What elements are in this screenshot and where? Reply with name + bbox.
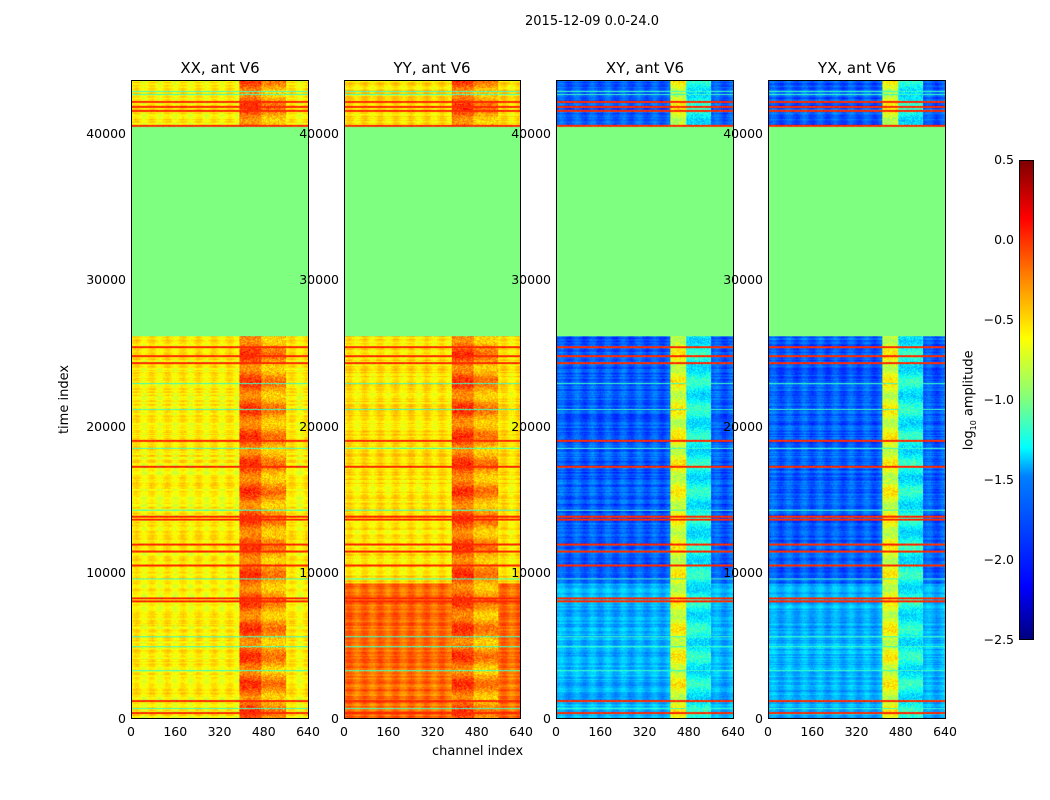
- x-tick-label: 0: [127, 724, 135, 739]
- y-tick-label: 40000: [723, 126, 763, 142]
- colorbar-tick-label: −0.5: [983, 312, 1014, 327]
- panel-title-yy: YY, ant V6: [393, 59, 471, 77]
- colorbar-tick-label: 0.5: [994, 152, 1014, 167]
- x-tick-label: 160: [376, 724, 401, 739]
- colorbar-label: log10 amplitude: [962, 350, 979, 450]
- y-tick-label: 20000: [299, 418, 339, 434]
- y-tick-label: 20000: [723, 418, 763, 434]
- heatmap-yx: [768, 80, 946, 719]
- x-tick-label: 0: [764, 724, 772, 739]
- colorbar-tick-label: −2.5: [983, 632, 1014, 647]
- colorbar: [1019, 160, 1034, 640]
- y-tick-label: 40000: [86, 126, 126, 142]
- x-tick-label: 640: [721, 724, 745, 739]
- y-tick-label: 0: [331, 711, 339, 726]
- colorbar-label-main: log: [961, 430, 977, 451]
- colorbar-tick-label: 0.0: [994, 232, 1014, 247]
- y-tick-label: 30000: [511, 272, 551, 288]
- colorbar-tick-label: −1.0: [983, 392, 1014, 407]
- x-tick-label: 160: [588, 724, 613, 739]
- x-tick-label: 640: [296, 724, 320, 739]
- x-tick-label: 480: [464, 724, 489, 739]
- x-tick-label: 640: [933, 724, 957, 739]
- colorbar-label-rest: amplitude: [961, 350, 977, 421]
- x-tick-label: 480: [888, 724, 913, 739]
- x-tick-label: 160: [163, 724, 188, 739]
- y-tick-label: 0: [118, 711, 126, 726]
- x-tick-label: 480: [676, 724, 701, 739]
- x-tick-label: 640: [509, 724, 533, 739]
- heatmap-yy: [344, 80, 521, 719]
- y-tick-label: 30000: [86, 272, 126, 288]
- x-axis-label: channel index: [432, 744, 524, 759]
- y-tick-label: 10000: [723, 564, 763, 580]
- y-tick-label: 10000: [299, 564, 339, 580]
- y-tick-label: 10000: [511, 564, 551, 580]
- panel-title-xx: XX, ant V6: [180, 59, 260, 77]
- heatmap-xy: [556, 80, 734, 719]
- colorbar-tick-label: −2.0: [983, 552, 1014, 567]
- y-axis-label: time index: [57, 364, 73, 435]
- x-tick-label: 320: [207, 724, 232, 739]
- y-tick-label: 0: [543, 711, 551, 726]
- figure-title: 2015-12-09 0.0-24.0: [525, 14, 659, 29]
- y-tick-label: 30000: [299, 272, 339, 288]
- y-tick-label: 40000: [299, 126, 339, 142]
- y-tick-label: 0: [755, 711, 763, 726]
- x-tick-label: 480: [251, 724, 276, 739]
- x-tick-label: 320: [420, 724, 445, 739]
- heatmap-xx: [131, 80, 309, 719]
- y-tick-label: 30000: [723, 272, 763, 288]
- panel-title-xy: XY, ant V6: [605, 59, 685, 77]
- colorbar-label-sub: 10: [969, 420, 979, 431]
- x-tick-label: 160: [800, 724, 825, 739]
- y-tick-label: 20000: [511, 418, 551, 434]
- x-tick-label: 0: [340, 724, 348, 739]
- x-tick-label: 0: [552, 724, 560, 739]
- x-tick-label: 320: [632, 724, 657, 739]
- x-tick-label: 320: [844, 724, 869, 739]
- colorbar-tick-label: −1.5: [983, 472, 1014, 487]
- y-tick-label: 40000: [511, 126, 551, 142]
- panel-title-yx: YX, ant V6: [817, 59, 897, 77]
- y-tick-label: 10000: [86, 564, 126, 580]
- y-tick-label: 20000: [86, 418, 126, 434]
